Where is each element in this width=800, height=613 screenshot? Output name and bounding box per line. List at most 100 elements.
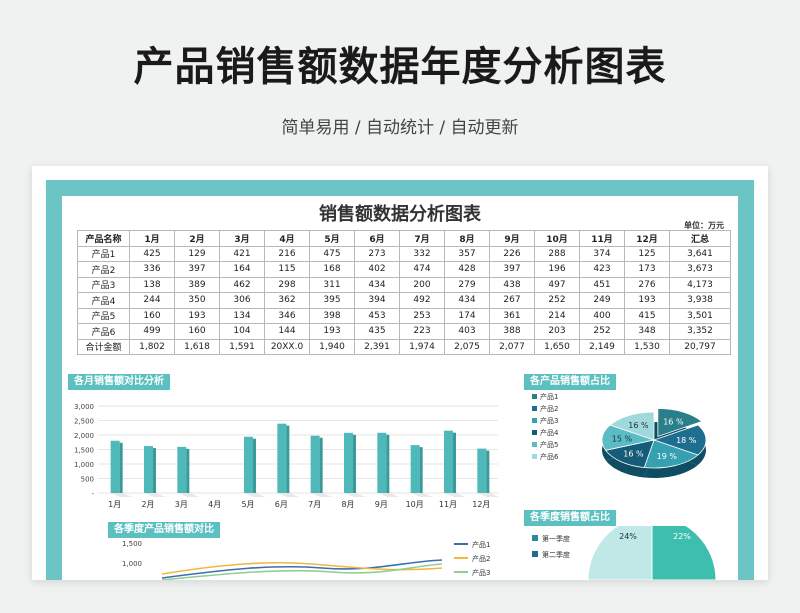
table-cell[interactable]: 4,173 bbox=[669, 276, 731, 293]
table-cell[interactable]: 174 bbox=[444, 307, 490, 324]
table-cell[interactable]: 402 bbox=[354, 261, 400, 278]
table-cell[interactable]: 346 bbox=[264, 307, 310, 324]
table-cell[interactable]: 306 bbox=[219, 292, 265, 309]
table-cell[interactable]: 394 bbox=[354, 292, 400, 309]
table-cell[interactable]: 288 bbox=[534, 245, 580, 262]
table-cell[interactable]: 273 bbox=[354, 245, 400, 262]
table-cell[interactable]: 348 bbox=[624, 323, 670, 340]
table-cell[interactable]: 1,940 bbox=[309, 338, 355, 355]
table-cell[interactable]: 357 bbox=[444, 245, 490, 262]
table-cell[interactable]: 252 bbox=[579, 323, 625, 340]
table-cell[interactable]: 1,974 bbox=[399, 338, 445, 355]
table-cell[interactable]: 20XX.0 bbox=[264, 338, 310, 355]
table-cell[interactable]: 1,802 bbox=[129, 338, 175, 355]
table-cell[interactable]: 1,530 bbox=[624, 338, 670, 355]
table-cell[interactable]: 253 bbox=[399, 307, 445, 324]
table-cell[interactable]: 451 bbox=[579, 276, 625, 293]
table-cell[interactable]: 336 bbox=[129, 261, 175, 278]
table-cell[interactable]: 3,641 bbox=[669, 245, 731, 262]
table-cell[interactable]: 产品3 bbox=[77, 276, 130, 293]
table-cell[interactable]: 合计金额 bbox=[77, 338, 130, 355]
table-cell[interactable]: 388 bbox=[489, 323, 535, 340]
table-cell[interactable]: 362 bbox=[264, 292, 310, 309]
table-cell[interactable]: 435 bbox=[354, 323, 400, 340]
table-cell[interactable]: 144 bbox=[264, 323, 310, 340]
table-cell[interactable]: 产品6 bbox=[77, 323, 130, 340]
table-cell[interactable]: 226 bbox=[489, 245, 535, 262]
table-cell[interactable]: 462 bbox=[219, 276, 265, 293]
table-cell[interactable]: 438 bbox=[489, 276, 535, 293]
table-cell[interactable]: 216 bbox=[264, 245, 310, 262]
table-cell[interactable]: 214 bbox=[534, 307, 580, 324]
table-cell[interactable]: 276 bbox=[624, 276, 670, 293]
table-cell[interactable]: 298 bbox=[264, 276, 310, 293]
table-cell[interactable]: 3,938 bbox=[669, 292, 731, 309]
table-cell[interactable]: 374 bbox=[579, 245, 625, 262]
table-cell[interactable]: 453 bbox=[354, 307, 400, 324]
table-cell[interactable]: 421 bbox=[219, 245, 265, 262]
bar-side bbox=[386, 434, 390, 493]
table-cell[interactable]: 193 bbox=[624, 292, 670, 309]
table-cell[interactable]: 434 bbox=[354, 276, 400, 293]
table-cell[interactable]: 389 bbox=[174, 276, 220, 293]
table-cell[interactable]: 3,352 bbox=[669, 323, 731, 340]
table-cell[interactable]: 173 bbox=[624, 261, 670, 278]
table-cell[interactable]: 279 bbox=[444, 276, 490, 293]
table-cell[interactable]: 244 bbox=[129, 292, 175, 309]
table-cell[interactable]: 415 bbox=[624, 307, 670, 324]
table-cell[interactable]: 361 bbox=[489, 307, 535, 324]
table-cell[interactable]: 3,673 bbox=[669, 261, 731, 278]
table-cell[interactable]: 492 bbox=[399, 292, 445, 309]
table-cell[interactable]: 1,618 bbox=[174, 338, 220, 355]
table-cell[interactable]: 168 bbox=[309, 261, 355, 278]
table-cell[interactable]: 160 bbox=[174, 323, 220, 340]
table-cell[interactable]: 196 bbox=[534, 261, 580, 278]
table-cell[interactable]: 400 bbox=[579, 307, 625, 324]
table-cell[interactable]: 产品5 bbox=[77, 307, 130, 324]
table-cell[interactable]: 200 bbox=[399, 276, 445, 293]
table-cell[interactable]: 350 bbox=[174, 292, 220, 309]
table-cell[interactable]: 产品4 bbox=[77, 292, 130, 309]
table-cell[interactable]: 193 bbox=[309, 323, 355, 340]
table-cell[interactable]: 434 bbox=[444, 292, 490, 309]
table-cell[interactable]: 104 bbox=[219, 323, 265, 340]
table-cell[interactable]: 403 bbox=[444, 323, 490, 340]
table-cell[interactable]: 423 bbox=[579, 261, 625, 278]
table-cell[interactable]: 397 bbox=[174, 261, 220, 278]
table-cell[interactable]: 332 bbox=[399, 245, 445, 262]
table-cell[interactable]: 252 bbox=[534, 292, 580, 309]
table-cell[interactable]: 2,075 bbox=[444, 338, 490, 355]
table-cell[interactable]: 398 bbox=[309, 307, 355, 324]
table-cell[interactable]: 497 bbox=[534, 276, 580, 293]
table-cell[interactable]: 267 bbox=[489, 292, 535, 309]
table-cell[interactable]: 249 bbox=[579, 292, 625, 309]
table-cell[interactable]: 164 bbox=[219, 261, 265, 278]
table-cell[interactable]: 395 bbox=[309, 292, 355, 309]
table-cell[interactable]: 474 bbox=[399, 261, 445, 278]
table-row: 产品3 138 389 462 298 311 434 200 279 438 497 451 276 4… bbox=[77, 276, 731, 293]
table-cell[interactable]: 2,391 bbox=[354, 338, 400, 355]
table-cell[interactable]: 425 bbox=[129, 245, 175, 262]
table-cell[interactable]: 193 bbox=[174, 307, 220, 324]
table-cell[interactable]: 1,650 bbox=[534, 338, 580, 355]
table-cell[interactable]: 1,591 bbox=[219, 338, 265, 355]
table-cell[interactable]: 311 bbox=[309, 276, 355, 293]
table-cell[interactable]: 125 bbox=[624, 245, 670, 262]
table-cell[interactable]: 203 bbox=[534, 323, 580, 340]
table-cell[interactable]: 223 bbox=[399, 323, 445, 340]
table-cell[interactable]: 产品2 bbox=[77, 261, 130, 278]
table-cell[interactable]: 160 bbox=[129, 307, 175, 324]
table-cell[interactable]: 499 bbox=[129, 323, 175, 340]
table-cell[interactable]: 134 bbox=[219, 307, 265, 324]
table-cell[interactable]: 2,077 bbox=[489, 338, 535, 355]
table-cell[interactable]: 397 bbox=[489, 261, 535, 278]
table-cell[interactable]: 129 bbox=[174, 245, 220, 262]
table-cell[interactable]: 138 bbox=[129, 276, 175, 293]
table-cell[interactable]: 产品1 bbox=[77, 245, 130, 262]
table-cell[interactable]: 115 bbox=[264, 261, 310, 278]
table-cell[interactable]: 428 bbox=[444, 261, 490, 278]
table-cell[interactable]: 20,797 bbox=[669, 338, 731, 355]
table-cell[interactable]: 475 bbox=[309, 245, 355, 262]
table-cell[interactable]: 3,501 bbox=[669, 307, 731, 324]
table-cell[interactable]: 2,149 bbox=[579, 338, 625, 355]
